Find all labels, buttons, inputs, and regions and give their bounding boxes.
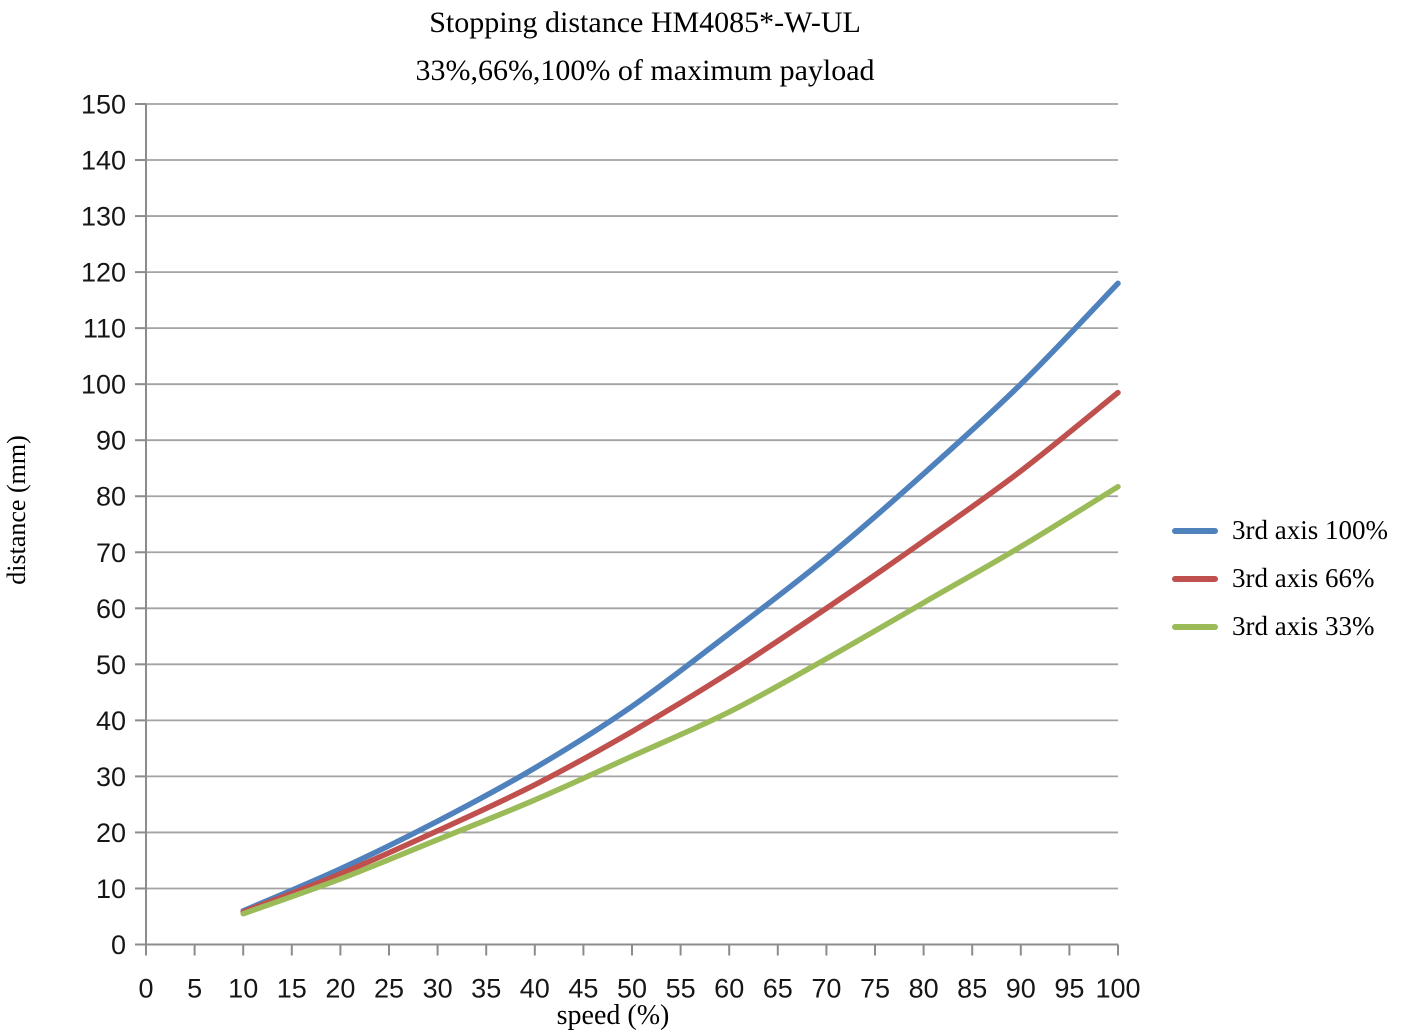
x-tick-label: 25 xyxy=(374,974,404,1004)
y-tick-label: 100 xyxy=(81,370,126,400)
legend-item: 3rd axis 66% xyxy=(1172,563,1388,593)
legend-label: 3rd axis 66% xyxy=(1232,563,1375,593)
y-tick-label: 20 xyxy=(96,818,126,848)
x-tick-label: 70 xyxy=(811,974,841,1004)
legend-label: 3rd axis 100% xyxy=(1232,515,1388,545)
series-line-3rd-axis-33- xyxy=(240,483,1121,917)
legend-label: 3rd axis 33% xyxy=(1232,611,1375,641)
legend-swatch-line xyxy=(1172,575,1218,582)
series-line-3rd-axis-66- xyxy=(240,389,1121,915)
y-tick-label: 40 xyxy=(96,706,126,736)
legend-item: 3rd axis 33% xyxy=(1172,611,1388,641)
chart-title: Stopping distance HM4085*-W-UL xyxy=(429,6,861,39)
x-tick-label: 30 xyxy=(423,974,453,1004)
x-tick-label: 40 xyxy=(520,974,550,1004)
x-axis-title: speed (%) xyxy=(556,1000,670,1031)
y-tick-label: 80 xyxy=(96,482,126,512)
legend-swatch-line xyxy=(1172,623,1218,630)
x-tick-label: 5 xyxy=(187,974,202,1004)
x-tick-label: 0 xyxy=(138,974,153,1004)
x-tick-label: 60 xyxy=(714,974,744,1004)
y-tick-label: 140 xyxy=(81,146,126,176)
x-tick-label: 20 xyxy=(325,974,355,1004)
y-tick-label: 30 xyxy=(96,762,126,792)
y-tick-label: 130 xyxy=(81,202,126,232)
x-tick-label: 100 xyxy=(1095,974,1140,1004)
y-tick-label: 10 xyxy=(96,874,126,904)
legend-swatch-line xyxy=(1172,527,1218,534)
x-tick-label: 15 xyxy=(277,974,307,1004)
x-tick-label: 80 xyxy=(909,974,939,1004)
x-tick-label: 10 xyxy=(228,974,258,1004)
y-tick-label: 150 xyxy=(81,90,126,120)
y-tick-label: 60 xyxy=(96,594,126,624)
series-line-3rd-axis-100- xyxy=(240,280,1121,914)
y-tick-label: 120 xyxy=(81,258,126,288)
chart-subtitle: 33%,66%,100% of maximum payload xyxy=(415,54,875,87)
y-tick-label: 90 xyxy=(96,426,126,456)
y-tick-label: 0 xyxy=(111,930,126,960)
x-tick-label: 75 xyxy=(860,974,890,1004)
legend-item: 3rd axis 100% xyxy=(1172,515,1388,545)
y-tick-label: 110 xyxy=(83,314,126,344)
legend: 3rd axis 100% 3rd axis 66% 3rd axis 33% xyxy=(1172,515,1388,661)
x-tick-label: 50 xyxy=(617,974,647,1004)
x-tick-label: 35 xyxy=(471,974,501,1004)
x-tick-label: 85 xyxy=(957,974,987,1004)
x-tick-label: 95 xyxy=(1054,974,1084,1004)
y-tick-label: 70 xyxy=(96,538,126,568)
y-tick-label: 50 xyxy=(96,650,126,680)
x-tick-label: 45 xyxy=(568,974,598,1004)
x-tick-label: 65 xyxy=(763,974,793,1004)
x-tick-label: 55 xyxy=(666,974,696,1004)
x-tick-label: 90 xyxy=(1006,974,1036,1004)
